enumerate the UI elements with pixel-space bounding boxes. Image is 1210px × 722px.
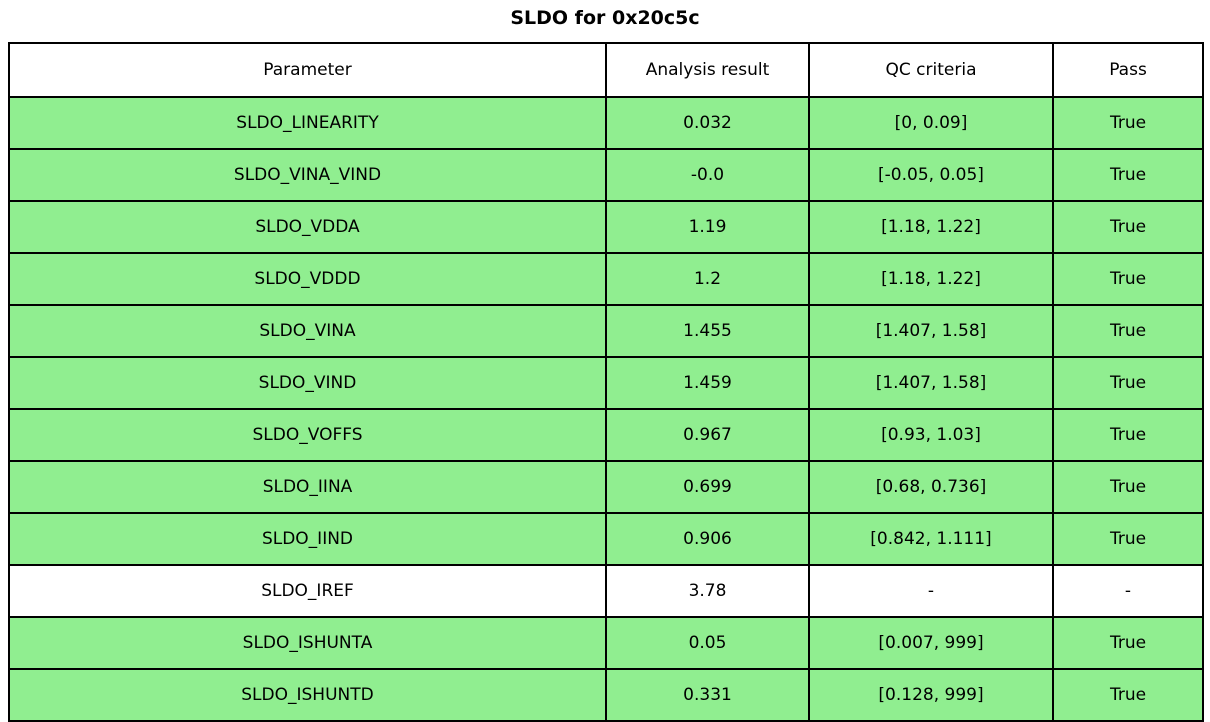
result-cell: 0.331 — [605, 668, 810, 722]
criteria-cell: [0.68, 0.736] — [808, 460, 1054, 514]
result-cell: 3.78 — [605, 564, 810, 618]
table-row: SLDO_VDDD 1.2 [1.18, 1.22] True — [8, 252, 1204, 306]
table-row: SLDO_VINA 1.455 [1.407, 1.58] True — [8, 304, 1204, 358]
pass-cell: True — [1052, 668, 1204, 722]
criteria-cell: [0.128, 999] — [808, 668, 1054, 722]
result-cell: 1.2 — [605, 252, 810, 306]
result-cell: -0.0 — [605, 148, 810, 202]
pass-cell: True — [1052, 460, 1204, 514]
pass-cell: True — [1052, 252, 1204, 306]
pass-cell: True — [1052, 616, 1204, 670]
parameter-cell: SLDO_IREF — [8, 564, 607, 618]
criteria-cell: [0.007, 999] — [808, 616, 1054, 670]
parameter-cell: SLDO_IIND — [8, 512, 607, 566]
parameter-cell: SLDO_VIND — [8, 356, 607, 410]
criteria-cell: [0, 0.09] — [808, 96, 1054, 150]
parameter-cell: SLDO_IINA — [8, 460, 607, 514]
table-row: SLDO_VDDA 1.19 [1.18, 1.22] True — [8, 200, 1204, 254]
table-row: SLDO_IREF 3.78 - - — [8, 564, 1204, 618]
criteria-cell: [1.18, 1.22] — [808, 252, 1054, 306]
column-header-parameter: Parameter — [8, 42, 607, 98]
result-cell: 0.906 — [605, 512, 810, 566]
table-row: SLDO_VIND 1.459 [1.407, 1.58] True — [8, 356, 1204, 410]
table-row: SLDO_VOFFS 0.967 [0.93, 1.03] True — [8, 408, 1204, 462]
table-row: SLDO_LINEARITY 0.032 [0, 0.09] True — [8, 96, 1204, 150]
criteria-cell: [0.842, 1.111] — [808, 512, 1054, 566]
criteria-cell: [0.93, 1.03] — [808, 408, 1054, 462]
pass-cell: True — [1052, 408, 1204, 462]
parameter-cell: SLDO_VINA — [8, 304, 607, 358]
pass-cell: True — [1052, 200, 1204, 254]
table-row: SLDO_IIND 0.906 [0.842, 1.111] True — [8, 512, 1204, 566]
parameter-cell: SLDO_VDDD — [8, 252, 607, 306]
parameter-cell: SLDO_LINEARITY — [8, 96, 607, 150]
header-row: Parameter Analysis result QC criteria Pa… — [8, 42, 1204, 98]
page-title: SLDO for 0x20c5c — [510, 7, 700, 29]
result-cell: 0.967 — [605, 408, 810, 462]
pass-cell: True — [1052, 304, 1204, 358]
parameter-cell: SLDO_ISHUNTD — [8, 668, 607, 722]
table-row: SLDO_ISHUNTD 0.331 [0.128, 999] True — [8, 668, 1204, 722]
parameter-cell: SLDO_ISHUNTA — [8, 616, 607, 670]
column-header-analysis-result: Analysis result — [605, 42, 810, 98]
column-header-qc-criteria: QC criteria — [808, 42, 1054, 98]
result-cell: 0.032 — [605, 96, 810, 150]
table-row: SLDO_ISHUNTA 0.05 [0.007, 999] True — [8, 616, 1204, 670]
pass-cell: True — [1052, 356, 1204, 410]
qc-results-table: Parameter Analysis result QC criteria Pa… — [8, 42, 1204, 722]
criteria-cell: [1.407, 1.58] — [808, 304, 1054, 358]
criteria-cell: - — [808, 564, 1054, 618]
criteria-cell: [1.18, 1.22] — [808, 200, 1054, 254]
result-cell: 0.699 — [605, 460, 810, 514]
result-cell: 1.19 — [605, 200, 810, 254]
pass-cell: True — [1052, 96, 1204, 150]
table-row: SLDO_IINA 0.699 [0.68, 0.736] True — [8, 460, 1204, 514]
result-cell: 1.455 — [605, 304, 810, 358]
table-row: SLDO_VINA_VIND -0.0 [-0.05, 0.05] True — [8, 148, 1204, 202]
pass-cell: True — [1052, 512, 1204, 566]
parameter-cell: SLDO_VINA_VIND — [8, 148, 607, 202]
column-header-pass: Pass — [1052, 42, 1204, 98]
table-body: SLDO_LINEARITY 0.032 [0, 0.09] True SLDO… — [8, 96, 1204, 722]
result-cell: 0.05 — [605, 616, 810, 670]
result-cell: 1.459 — [605, 356, 810, 410]
pass-cell: True — [1052, 148, 1204, 202]
pass-cell: - — [1052, 564, 1204, 618]
criteria-cell: [-0.05, 0.05] — [808, 148, 1054, 202]
parameter-cell: SLDO_VDDA — [8, 200, 607, 254]
criteria-cell: [1.407, 1.58] — [808, 356, 1054, 410]
parameter-cell: SLDO_VOFFS — [8, 408, 607, 462]
